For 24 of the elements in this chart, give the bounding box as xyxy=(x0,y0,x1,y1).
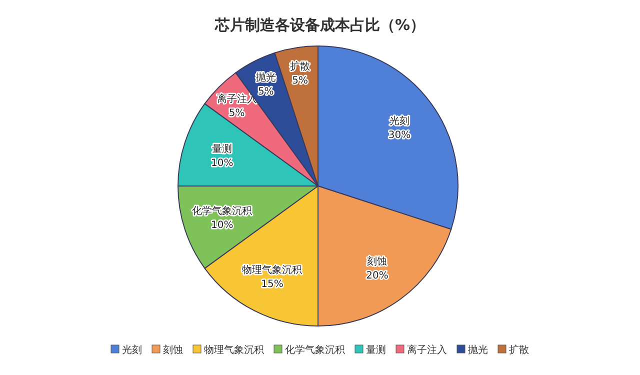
data-label: 5% xyxy=(258,86,274,98)
legend-label: 刻蚀 xyxy=(163,344,183,356)
legend-label: 扩散 xyxy=(509,344,529,356)
slice-label: 刻蚀 xyxy=(367,256,388,268)
chart-title: 芯片制造各设备成本占比（%） xyxy=(214,16,426,34)
slice-label: 化学气象沉积 xyxy=(192,205,252,218)
legend-label: 抛光 xyxy=(468,344,488,356)
data-label: 20% xyxy=(366,270,388,282)
slice-label: 扩散 xyxy=(290,60,310,73)
legend-label: 光刻 xyxy=(122,344,142,356)
slice-label: 抛光 xyxy=(256,72,276,84)
data-label: 5% xyxy=(292,76,308,87)
legend-label: 量测 xyxy=(366,344,386,356)
data-label: 10% xyxy=(211,220,234,232)
legend-label: 离子注入 xyxy=(407,344,447,356)
data-label: 5% xyxy=(228,108,245,119)
legend-label: 化学气象沉积 xyxy=(285,344,345,356)
legend-label: 物理气象沉积 xyxy=(204,344,264,356)
data-label: 15% xyxy=(261,278,284,290)
slice-label: 量测 xyxy=(212,142,232,155)
data-label: 30% xyxy=(388,130,411,141)
data-label: 10% xyxy=(211,158,234,169)
slice-label: 物理气象沉积 xyxy=(242,264,302,276)
slice-label: 光刻 xyxy=(390,114,410,127)
